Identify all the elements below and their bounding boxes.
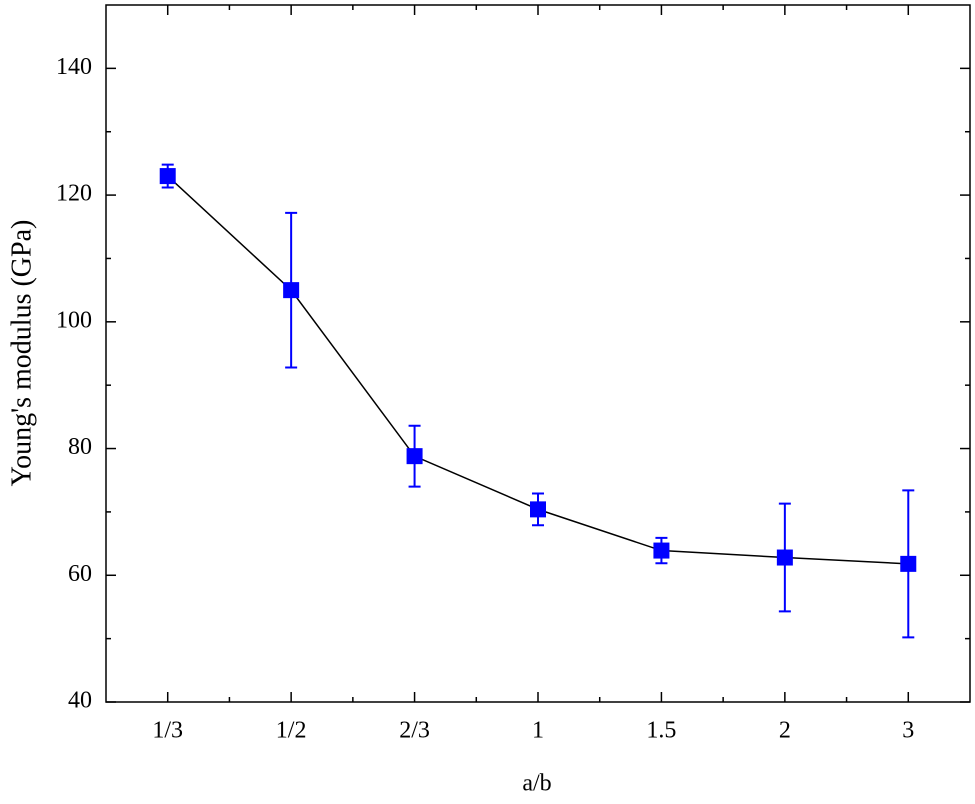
x-tick-label: 1.5 <box>646 718 676 744</box>
x-tick-label: 1 <box>532 718 544 744</box>
x-tick-label: 3 <box>902 718 914 744</box>
x-tick-label: 1/2 <box>276 718 307 744</box>
data-point <box>159 168 176 185</box>
y-tick-label: 100 <box>56 307 92 333</box>
x-axis-title: a/b <box>522 771 551 797</box>
x-tick-label: 2/3 <box>399 718 430 744</box>
y-axis-title: Young's modulus (GPa) <box>6 220 37 487</box>
y-tick-label: 140 <box>56 54 92 80</box>
data-point <box>653 542 670 559</box>
y-tick-label: 40 <box>68 688 92 714</box>
plot-frame <box>105 4 971 703</box>
data-point <box>283 282 300 299</box>
data-point <box>776 549 793 566</box>
x-tick-label: 2 <box>779 718 791 744</box>
y-tick-label: 80 <box>68 434 92 460</box>
data-point <box>900 555 917 572</box>
x-tick-label: 1/3 <box>152 718 183 744</box>
y-tick-label: 60 <box>68 561 92 587</box>
data-point <box>530 501 546 518</box>
y-tick-label: 120 <box>56 181 92 207</box>
data-point <box>406 448 423 465</box>
